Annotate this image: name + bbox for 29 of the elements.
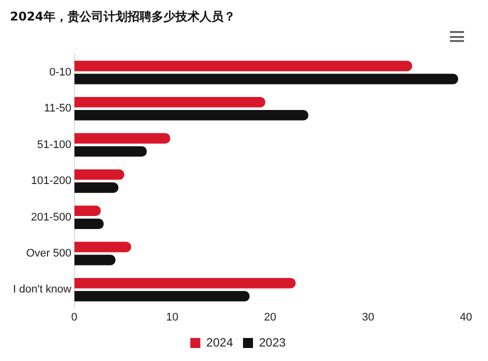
legend-label: 2023 xyxy=(259,335,286,350)
y-tick-label: I don't know xyxy=(13,284,72,296)
bar xyxy=(74,110,308,120)
x-tick-label: 0 xyxy=(71,311,78,324)
bar xyxy=(74,96,266,108)
x-tick-label: 40 xyxy=(460,311,472,324)
y-tick-label: 201-500 xyxy=(30,211,72,224)
bar xyxy=(74,206,101,216)
y-tick-label: 101-200 xyxy=(30,175,72,188)
x-tick-label: 20 xyxy=(264,311,276,324)
bar xyxy=(74,291,250,302)
y-tick-label: 0-10 xyxy=(49,66,72,79)
bar xyxy=(74,133,170,144)
bar xyxy=(74,60,412,72)
y-tick-label: 11-50 xyxy=(44,102,72,115)
bar xyxy=(74,218,104,230)
x-tick-label: 10 xyxy=(166,311,178,324)
bar xyxy=(74,74,458,84)
y-tick-label: 51-100 xyxy=(37,138,72,151)
legend-label: 2024 xyxy=(206,335,234,350)
bar xyxy=(74,182,118,193)
bar xyxy=(74,254,116,266)
bar xyxy=(74,278,296,288)
bar xyxy=(74,146,147,157)
chart-title: 2024年，贵公司计划招聘多少技术人员？ xyxy=(10,9,236,24)
x-tick-label: 30 xyxy=(362,311,374,324)
bar xyxy=(74,169,124,180)
bar xyxy=(74,242,132,252)
y-tick-label: Over 500 xyxy=(26,248,72,260)
